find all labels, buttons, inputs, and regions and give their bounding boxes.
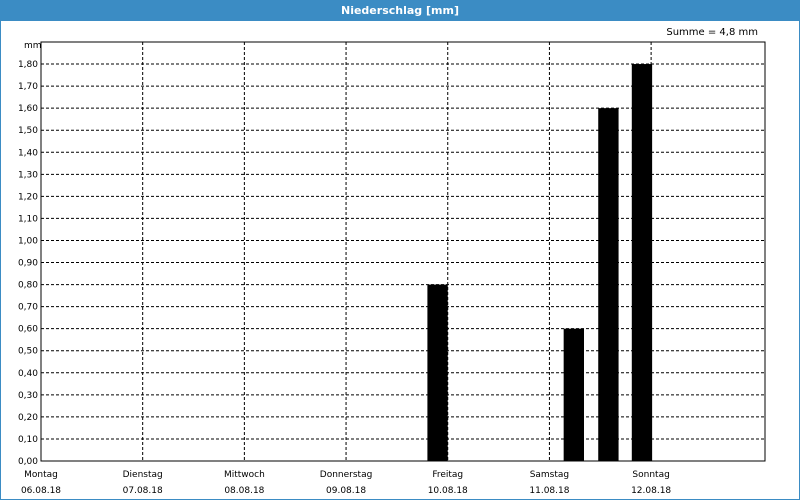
precipitation-bar xyxy=(631,64,653,462)
y-tick-label: 1,30 xyxy=(18,170,38,180)
y-tick-label: 0,40 xyxy=(18,369,38,379)
y-tick-label: 1,40 xyxy=(18,148,38,158)
x-tick-weekday: Freitag xyxy=(432,470,463,480)
y-tick-label: 0,50 xyxy=(18,347,38,357)
y-tick-label: 1,00 xyxy=(18,236,38,246)
precipitation-bar xyxy=(563,328,584,461)
y-tick-label: 1,50 xyxy=(18,126,38,136)
x-tick-weekday: Donnerstag xyxy=(320,470,373,480)
y-tick-label: 0,30 xyxy=(18,391,38,401)
summary-label: Summe = 4,8 mm xyxy=(666,27,758,38)
y-tick-label: 0,00 xyxy=(18,457,38,467)
y-tick-label: 1,80 xyxy=(18,60,38,70)
x-tick-date: 07.08.18 xyxy=(123,486,163,496)
x-tick-date: 12.08.18 xyxy=(631,486,671,496)
x-tick-weekday: Sonntag xyxy=(632,470,669,480)
y-tick-label: 0,60 xyxy=(18,325,38,335)
precipitation-bar xyxy=(427,284,448,461)
y-tick-label: 0,10 xyxy=(18,435,38,445)
plot-area xyxy=(40,41,766,462)
y-tick-label: 0,70 xyxy=(18,303,38,313)
y-tick-label: 1,10 xyxy=(18,214,38,224)
x-tick-date: 10.08.18 xyxy=(428,486,468,496)
x-tick-weekday: Mittwoch xyxy=(224,470,265,480)
y-tick-label: 0,20 xyxy=(18,413,38,423)
x-tick-weekday: Samstag xyxy=(530,470,569,480)
x-tick-date: 08.08.18 xyxy=(224,486,264,496)
x-tick-weekday: Dienstag xyxy=(123,470,163,480)
x-tick-date: 09.08.18 xyxy=(326,486,366,496)
x-tick-date: 11.08.18 xyxy=(529,486,569,496)
precipitation-chart: Summe = 4,8 mm mm 0,00 0,10 0,20 0,30 0,40 0,… xyxy=(18,27,766,496)
y-tick-label: 0,80 xyxy=(18,281,38,291)
y-tick-label: 0,90 xyxy=(18,259,38,269)
y-tick-label: 1,20 xyxy=(18,192,38,202)
x-tick-weekday: Montag xyxy=(24,470,58,480)
y-axis-unit: mm xyxy=(24,41,42,51)
x-tick-date: 06.08.18 xyxy=(21,486,61,496)
y-tick-label: 1,60 xyxy=(18,104,38,114)
y-tick-label: 1,70 xyxy=(18,82,38,92)
chart-title: Niederschlag [mm] xyxy=(1,1,799,21)
precipitation-bar xyxy=(598,108,619,461)
